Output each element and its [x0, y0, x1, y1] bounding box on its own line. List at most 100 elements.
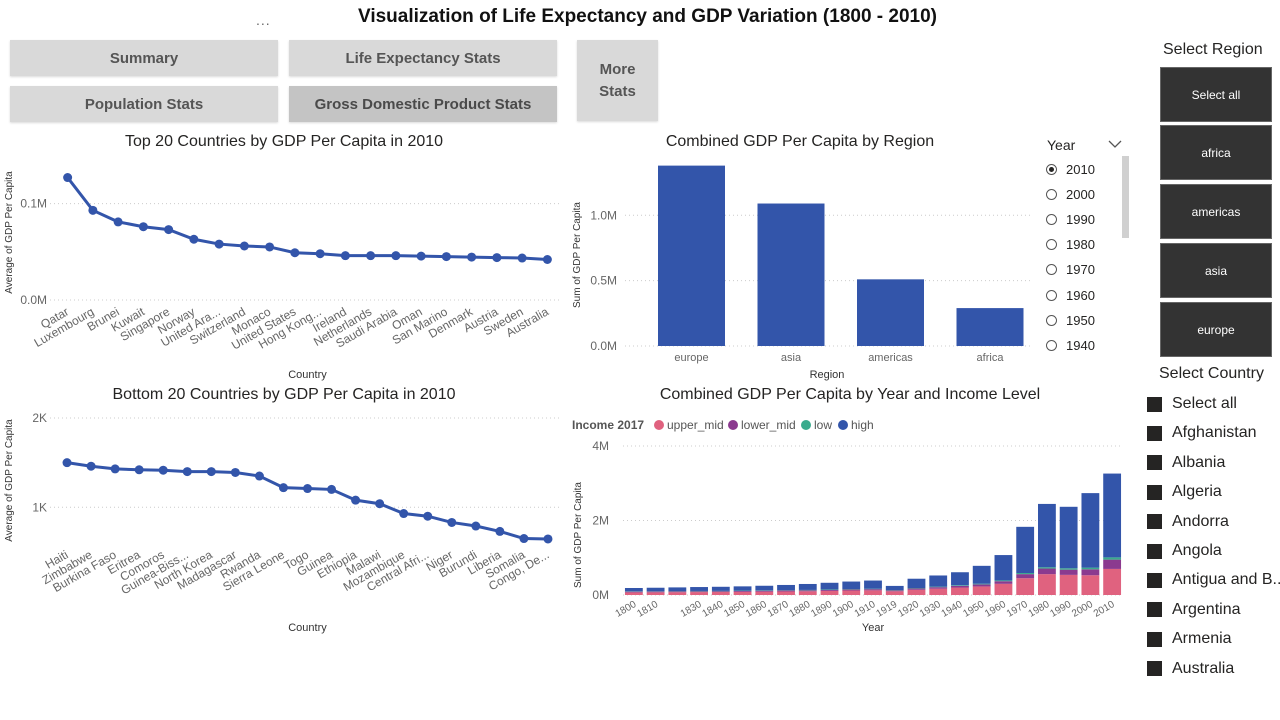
bar-segment-low[interactable]: [1081, 567, 1100, 570]
bar-segment-high[interactable]: [885, 585, 904, 591]
bar-segment-upper_mid[interactable]: [1016, 578, 1035, 595]
more-options-icon[interactable]: ...: [256, 12, 271, 28]
data-point[interactable]: [63, 173, 73, 183]
bar-segment-lower_mid[interactable]: [820, 589, 839, 591]
data-point[interactable]: [278, 483, 288, 493]
data-point[interactable]: [110, 464, 120, 474]
radio-icon[interactable]: [1046, 289, 1057, 301]
region-button-americas[interactable]: americas: [1160, 184, 1272, 239]
data-point[interactable]: [265, 242, 275, 252]
bar-segment-high[interactable]: [1038, 503, 1056, 568]
radio-icon[interactable]: [1046, 163, 1057, 175]
bar-segment-upper_mid[interactable]: [820, 590, 839, 595]
summary-button[interactable]: Summary: [10, 40, 278, 76]
data-point[interactable]: [375, 499, 385, 509]
checkbox-icon[interactable]: [1147, 602, 1162, 618]
data-point[interactable]: [164, 225, 174, 235]
bar-segment-upper_mid[interactable]: [711, 592, 730, 595]
checkbox-icon[interactable]: [1147, 396, 1162, 412]
country-item-albania[interactable]: Albania: [1147, 452, 1225, 474]
legend-high-label[interactable]: high: [851, 418, 874, 432]
bar-segment-upper_mid[interactable]: [798, 591, 817, 595]
bar-segment-lower_mid[interactable]: [1038, 568, 1056, 575]
year-option-1950[interactable]: 1950: [1046, 310, 1095, 330]
year-slicer-scrollbar[interactable]: [1122, 156, 1129, 238]
data-point[interactable]: [230, 467, 240, 477]
year-option-1980[interactable]: 1980: [1046, 235, 1095, 255]
data-point[interactable]: [113, 217, 123, 227]
bar-segment-upper_mid[interactable]: [842, 590, 861, 595]
country-item-antigua-and-b[interactable]: Antigua and B...: [1147, 569, 1280, 591]
legend-upper_mid-label[interactable]: upper_mid: [667, 418, 724, 432]
bar-segment-high[interactable]: [1103, 473, 1122, 558]
gdp-stats-button[interactable]: Gross Domestic Product Stats: [289, 86, 557, 122]
bar-segment-low[interactable]: [1059, 568, 1078, 570]
bar-segment-high[interactable]: [733, 586, 752, 591]
bar-africa[interactable]: [956, 308, 1024, 346]
bar-segment-upper_mid[interactable]: [1059, 574, 1078, 595]
bar-segment-high[interactable]: [864, 580, 882, 589]
data-point[interactable]: [88, 205, 98, 215]
bar-segment-lower_mid[interactable]: [994, 581, 1013, 584]
bar-segment-low[interactable]: [1103, 557, 1122, 560]
data-point[interactable]: [62, 458, 72, 468]
population-stats-button[interactable]: Population Stats: [10, 86, 278, 122]
bar-segment-high[interactable]: [907, 578, 926, 589]
bar-segment-high[interactable]: [951, 572, 969, 586]
data-point[interactable]: [519, 534, 529, 544]
bar-segment-upper_mid[interactable]: [907, 589, 926, 595]
bar-segment-lower_mid[interactable]: [885, 590, 904, 592]
bar-segment-lower_mid[interactable]: [690, 591, 708, 593]
bar-segment-upper_mid[interactable]: [646, 592, 665, 595]
country-item-armenia[interactable]: Armenia: [1147, 628, 1232, 650]
data-point[interactable]: [423, 511, 433, 521]
bar-segment-high[interactable]: [820, 582, 839, 590]
bar-europe[interactable]: [658, 165, 725, 346]
bar-segment-upper_mid[interactable]: [1081, 575, 1100, 595]
bar-segment-upper_mid[interactable]: [733, 591, 752, 595]
bar-segment-lower_mid[interactable]: [646, 591, 665, 593]
bar-segment-lower_mid[interactable]: [733, 590, 752, 592]
bar-segment-high[interactable]: [777, 584, 795, 591]
country-item-select-all[interactable]: Select all: [1147, 393, 1237, 415]
bar-segment-upper_mid[interactable]: [1038, 574, 1056, 595]
bar-segment-lower_mid[interactable]: [1059, 569, 1078, 575]
checkbox-icon[interactable]: [1147, 425, 1162, 441]
checkbox-icon[interactable]: [1147, 514, 1162, 530]
bar-segment-lower_mid[interactable]: [777, 590, 795, 592]
bar-segment-upper_mid[interactable]: [777, 591, 795, 595]
data-point[interactable]: [441, 252, 451, 262]
bar-segment-low[interactable]: [929, 586, 948, 588]
radio-icon[interactable]: [1046, 188, 1057, 200]
data-point[interactable]: [138, 222, 148, 232]
bar-segment-high[interactable]: [668, 587, 687, 592]
year-option-2010[interactable]: 2010: [1046, 159, 1095, 179]
bar-segment-lower_mid[interactable]: [798, 590, 817, 592]
country-item-afghanistan[interactable]: Afghanistan: [1147, 422, 1257, 444]
region-button-europe[interactable]: europe: [1160, 302, 1272, 357]
data-point[interactable]: [86, 461, 96, 471]
radio-icon[interactable]: [1046, 339, 1057, 351]
more-stats-button[interactable]: More Stats: [577, 40, 658, 121]
data-point[interactable]: [416, 251, 426, 261]
bar-segment-lower_mid[interactable]: [1016, 574, 1035, 579]
data-point[interactable]: [447, 517, 457, 527]
bar-segment-high[interactable]: [1081, 493, 1100, 568]
bar-segment-upper_mid[interactable]: [755, 591, 774, 595]
bar-segment-low[interactable]: [1038, 567, 1056, 569]
checkbox-icon[interactable]: [1147, 631, 1162, 647]
data-point[interactable]: [351, 495, 361, 505]
data-point[interactable]: [467, 252, 477, 262]
bar-segment-upper_mid[interactable]: [668, 592, 687, 595]
bar-segment-high[interactable]: [798, 583, 817, 590]
bar-segment-lower_mid[interactable]: [864, 589, 882, 591]
bar-segment-upper_mid[interactable]: [864, 590, 882, 595]
year-option-1940[interactable]: 1940: [1046, 335, 1095, 355]
bar-segment-high[interactable]: [842, 581, 861, 590]
bar-segment-lower_mid[interactable]: [711, 591, 730, 593]
checkbox-icon[interactable]: [1147, 572, 1162, 588]
year-option-1990[interactable]: 1990: [1046, 209, 1095, 229]
data-point[interactable]: [366, 251, 376, 261]
bar-segment-low[interactable]: [1016, 573, 1035, 575]
bar-segment-lower_mid[interactable]: [907, 588, 926, 590]
